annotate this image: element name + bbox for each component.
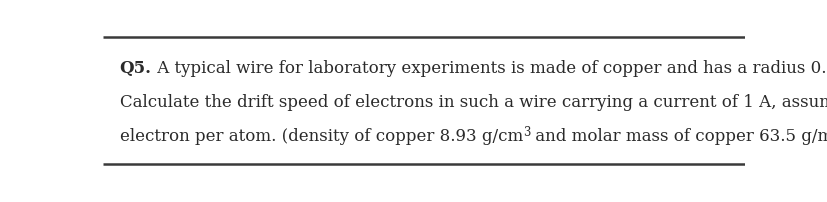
Text: Q5.: Q5. — [119, 59, 151, 76]
Text: A typical wire for laboratory experiments is made of copper and has a radius 0.8: A typical wire for laboratory experiment… — [151, 59, 827, 76]
Text: electron per atom. (density of copper 8.93 g/cm: electron per atom. (density of copper 8.… — [119, 128, 522, 145]
Text: Calculate the drift speed of electrons in such a wire carrying a current of 1 A,: Calculate the drift speed of electrons i… — [119, 94, 827, 110]
Text: 3: 3 — [522, 126, 529, 139]
Text: and molar mass of copper 63.5 g/mol): and molar mass of copper 63.5 g/mol) — [529, 128, 827, 145]
